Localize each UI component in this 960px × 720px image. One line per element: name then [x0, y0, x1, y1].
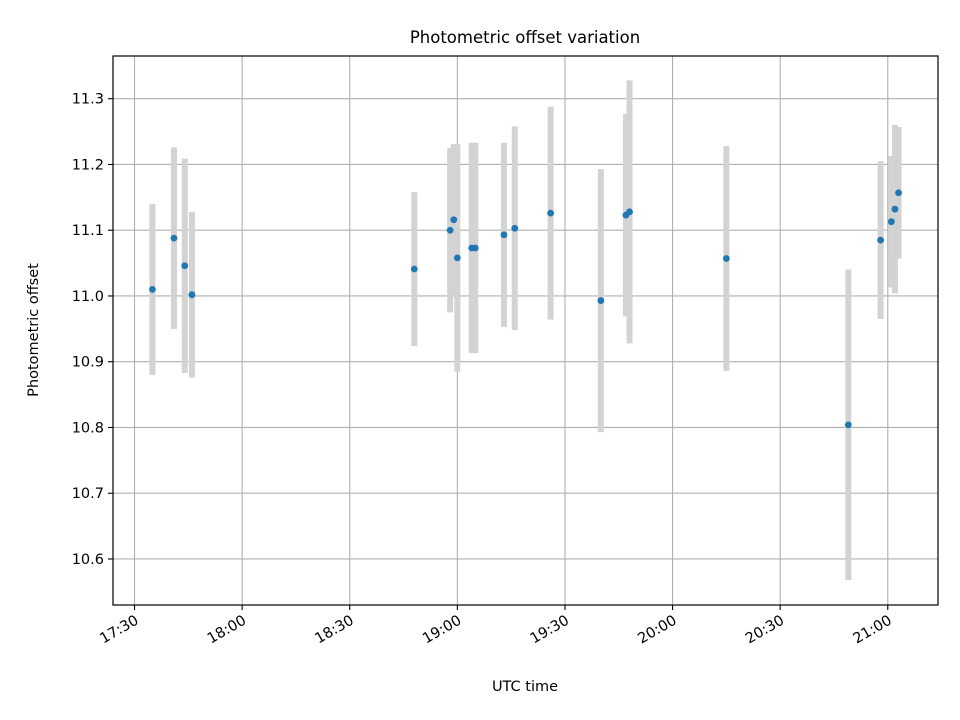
y-tick-label: 10.6: [72, 552, 104, 568]
y-tick-label: 11.1: [72, 223, 104, 239]
data-point: [626, 208, 633, 216]
data-point: [453, 254, 461, 262]
grid-lines: [113, 56, 938, 605]
data-point: [547, 209, 555, 217]
data-point: [181, 262, 189, 270]
plot-area-frame: [112, 55, 939, 606]
y-axis-label: Photometric offset: [26, 263, 42, 397]
y-tick-label: 10.8: [72, 420, 104, 436]
data-point: [844, 421, 852, 429]
data-points: [149, 189, 902, 429]
y-axis-ticks: 10.6 10.7 10.8 10.9 11.0 11.1 11.2 11.3: [72, 92, 113, 568]
data-point: [877, 236, 885, 244]
data-point: [891, 205, 899, 213]
y-tick-label: 11.3: [72, 92, 104, 108]
data-point: [887, 218, 895, 226]
data-point: [895, 189, 902, 197]
data-point: [722, 255, 730, 262]
y-tick-label: 10.7: [72, 486, 104, 502]
data-point: [188, 291, 196, 299]
data-point: [471, 244, 479, 252]
data-point: [149, 286, 156, 293]
data-point: [410, 265, 418, 273]
data-point: [597, 297, 605, 304]
data-point: [446, 226, 454, 234]
y-tick-label: 10.9: [72, 355, 104, 371]
data-point: [450, 216, 458, 224]
chart-title: Photometric offset variation: [410, 28, 640, 47]
x-axis-label: UTC time: [492, 679, 558, 695]
data-point: [500, 231, 508, 239]
data-point: [511, 224, 519, 232]
y-tick-label: 11.2: [72, 157, 104, 173]
data-point: [170, 234, 178, 242]
y-tick-label: 11.0: [72, 289, 104, 305]
